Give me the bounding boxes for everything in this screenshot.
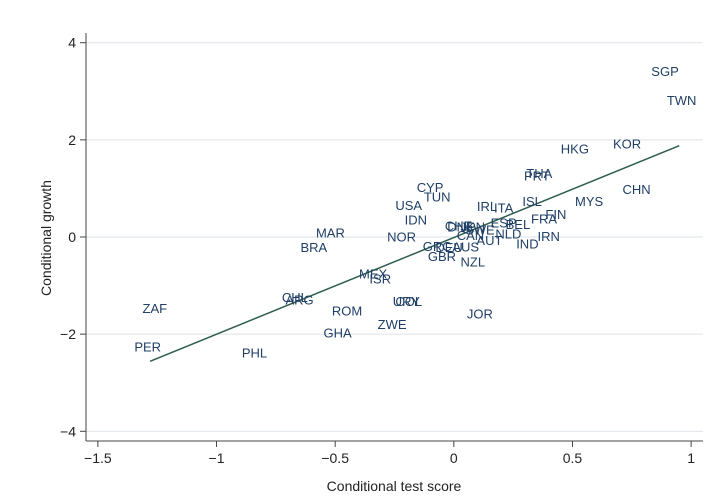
axes: −4 −2 0 2 4 −1.5 −1 −0.5 0 0.5 1 [60,33,703,466]
fit-line-layer [149,144,680,363]
point-label-per: PER [134,339,161,354]
point-label-mex: MEX [359,266,388,281]
point-label-nld: NLD [495,227,521,242]
point-label-mys: MYS [575,194,604,209]
point-label-fin: FIN [545,207,566,222]
point-label-isl: ISL [522,194,542,209]
point-label-usa: USA [395,198,422,213]
point-label-irn: IRN [538,229,560,244]
x-tick-label: −1.5 [84,450,112,466]
point-label-bra: BRA [300,240,327,255]
x-tick-label: 0.5 [563,450,583,466]
point-label-col: COL [395,294,422,309]
x-tick-label: −1 [209,450,225,466]
point-label-dnk: DNK [447,219,475,234]
y-tick-label: 2 [68,132,76,148]
point-label-nzl: NZL [461,255,486,270]
point-label-rom: ROM [332,303,362,318]
point-label-jpn: JPN [461,219,486,234]
grid-lines [86,42,703,432]
point-label-ita: ITA [494,200,514,215]
point-label-zwe: ZWE [378,317,407,332]
point-label-isr: ISR [369,272,391,287]
point-label-irl: IRL [477,199,497,214]
point-label-aut: AUT [476,233,502,248]
y-tick-label: −2 [60,326,76,342]
point-label-prt: PRT [524,168,550,183]
point-label-hkg: HKG [561,142,589,157]
point-label-kor: KOR [613,137,641,152]
point-label-fra: FRA [531,212,557,227]
point-label-phl: PHL [242,346,267,361]
fit-line [149,144,680,363]
point-label-arg: ARG [285,293,313,308]
point-label-nor: NOR [387,229,416,244]
point-label-idn: IDN [405,212,427,227]
y-tick-label: −4 [60,423,76,439]
point-label-mar: MAR [316,226,345,241]
point-label-jor: JOR [467,307,493,322]
point-label-sgp: SGP [651,64,678,79]
point-label-chl: CHL [282,290,308,305]
point-label-esp: ESP [491,215,517,230]
point-label-gbr: GBR [428,249,456,264]
point-label-swe: SWE [465,223,495,238]
point-label-tun: TUN [424,190,451,205]
point-label-gha: GHA [323,326,352,341]
point-label-zaf: ZAF [143,301,168,316]
point-label-bel: BEL [506,217,531,232]
y-axis-title: Conditional growth [38,180,54,296]
y-tick-label: 0 [68,229,76,245]
x-tick-label: 1 [687,450,695,466]
x-tick-label: −0.5 [321,450,349,466]
point-label-cyp: CYP [417,180,444,195]
point-label-aus: AUS [452,240,479,255]
point-label-che: CHE [445,218,473,233]
point-label-twn: TWN [667,93,697,108]
point-label-ind: IND [516,236,538,251]
x-tick-label: 0 [450,450,458,466]
x-axis-title: Conditional test score [327,478,462,494]
point-label-tha: THA [526,166,552,181]
y-tick-label: 4 [68,35,76,51]
point-label-ury: URY [393,294,421,309]
point-label-grc: GRC [423,239,452,254]
point-label-chn: CHN [622,182,650,197]
point-label-can: CAN [457,228,484,243]
point-label-deu: DEU [435,240,462,255]
